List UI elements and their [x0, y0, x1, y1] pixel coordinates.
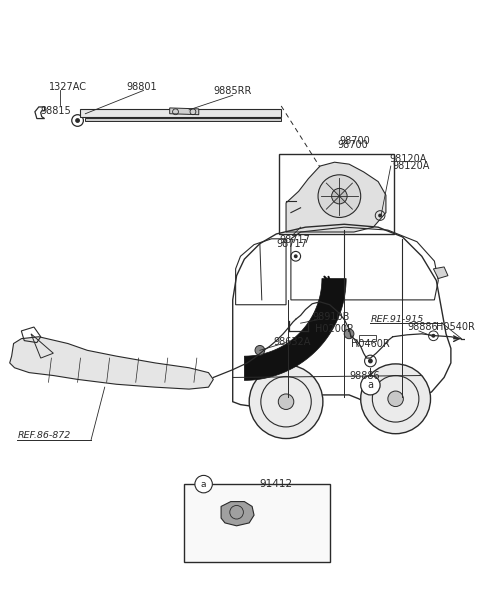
Polygon shape — [221, 502, 254, 526]
Text: 91412: 91412 — [260, 479, 293, 489]
Circle shape — [332, 189, 347, 204]
Polygon shape — [10, 337, 213, 389]
Text: 98120A: 98120A — [393, 161, 430, 171]
Circle shape — [360, 364, 431, 433]
Circle shape — [278, 394, 294, 409]
Text: 9885RR: 9885RR — [213, 87, 252, 97]
Text: H0460R: H0460R — [351, 339, 390, 349]
Bar — [279, 154, 394, 234]
Polygon shape — [433, 267, 448, 279]
Bar — [305, 335, 323, 340]
Circle shape — [318, 175, 360, 218]
Text: 98910B: 98910B — [312, 313, 349, 323]
Text: a: a — [201, 480, 206, 489]
Circle shape — [249, 365, 323, 439]
Bar — [184, 484, 330, 562]
Text: 1327AC: 1327AC — [48, 82, 86, 91]
Text: 98120A: 98120A — [390, 154, 427, 164]
Circle shape — [255, 346, 264, 355]
Text: 98700: 98700 — [339, 136, 370, 146]
Text: 98700: 98700 — [337, 140, 368, 150]
Circle shape — [432, 334, 435, 337]
Text: H0540R: H0540R — [436, 322, 475, 332]
Circle shape — [378, 213, 382, 218]
Polygon shape — [244, 279, 346, 380]
Circle shape — [368, 359, 373, 364]
Text: a: a — [367, 380, 373, 390]
Circle shape — [195, 476, 212, 493]
Bar — [359, 335, 376, 340]
Circle shape — [388, 391, 403, 407]
Text: 98886: 98886 — [407, 322, 438, 332]
Polygon shape — [286, 162, 386, 232]
Text: REF.91-915: REF.91-915 — [371, 315, 424, 324]
Text: 98886: 98886 — [349, 371, 380, 381]
Text: 98815: 98815 — [41, 106, 72, 116]
Circle shape — [360, 375, 380, 395]
Text: 98717: 98717 — [276, 238, 307, 248]
Text: 98632A: 98632A — [274, 337, 311, 346]
Text: 98801: 98801 — [126, 82, 156, 91]
Polygon shape — [85, 117, 281, 120]
Text: REF.86-872: REF.86-872 — [17, 431, 71, 440]
Polygon shape — [80, 109, 281, 117]
Circle shape — [344, 329, 354, 339]
Polygon shape — [170, 108, 199, 114]
Circle shape — [75, 118, 80, 123]
Text: 98717: 98717 — [279, 235, 310, 245]
Text: H0200P: H0200P — [315, 324, 353, 334]
Circle shape — [294, 254, 298, 258]
